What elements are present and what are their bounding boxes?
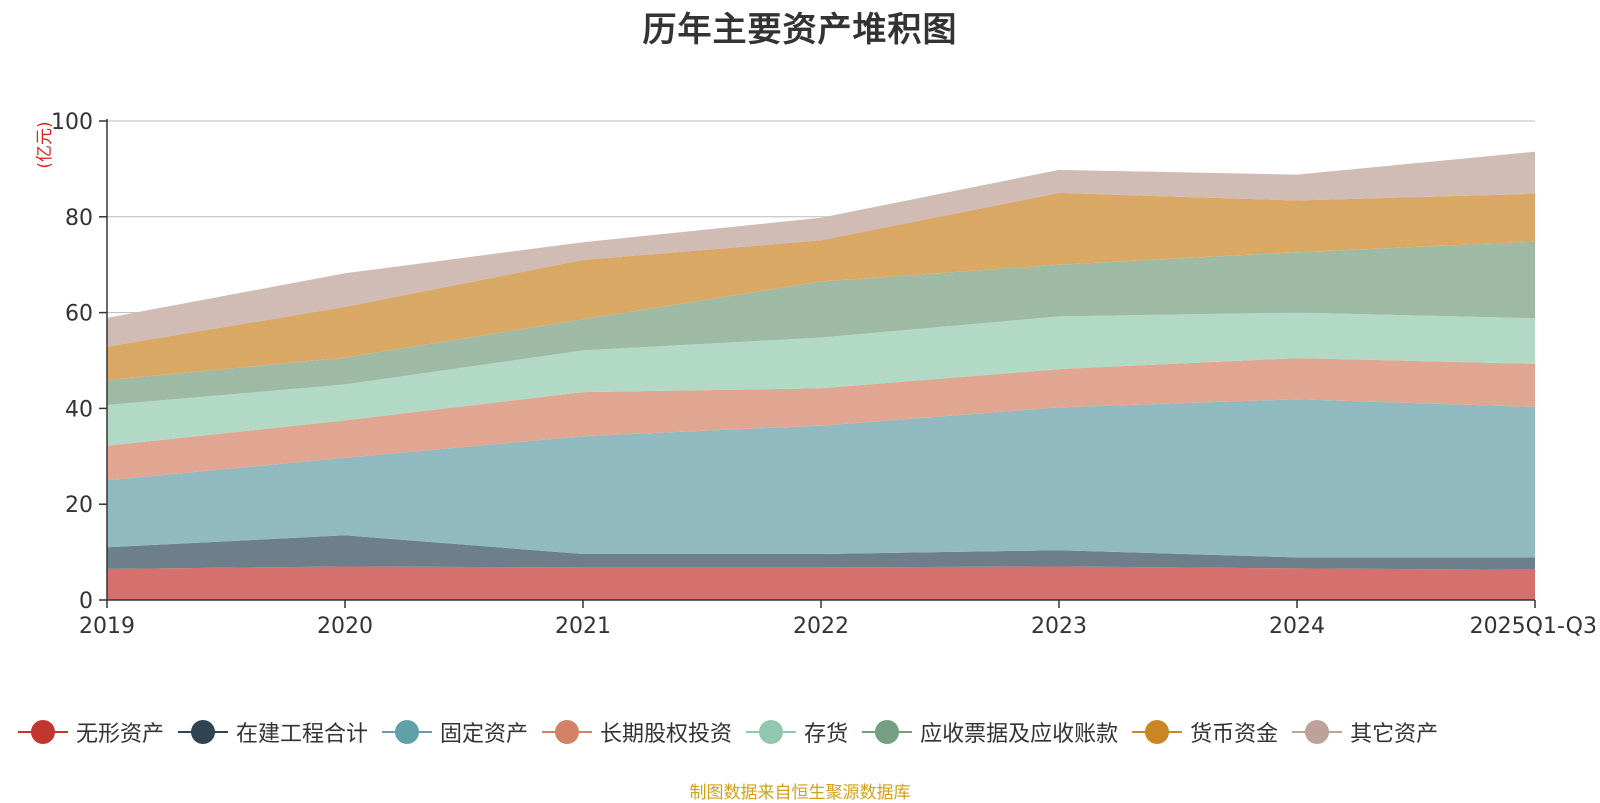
legend-marker-icon — [746, 719, 797, 745]
area-series-6 — [107, 192, 1535, 381]
legend-marker-icon — [862, 719, 913, 745]
area-series-0 — [107, 566, 1535, 600]
legend-label: 应收票据及应收账款 — [920, 722, 1119, 747]
legend-marker-icon — [382, 719, 433, 745]
legend-marker-icon — [1292, 719, 1343, 745]
data-source-note: 制图数据来自恒生聚源数据库 — [689, 783, 911, 803]
legend-label: 货币资金 — [1190, 722, 1279, 747]
y-tick-label: 80 — [65, 206, 93, 231]
area-series-3 — [107, 358, 1535, 481]
x-tick-label: 2021 — [555, 614, 611, 639]
area-series-layer — [107, 151, 1535, 600]
legend-marker-icon — [178, 719, 229, 745]
axes: 0 20 40 60 80 100 2019 2020 2021 2022 2023 2024 2025… — [51, 110, 1597, 639]
legend-item[interactable]: 长期股权投资 — [542, 716, 732, 748]
legend-label: 无形资产 — [76, 722, 165, 747]
legend-item[interactable]: 固定资产 — [382, 716, 528, 748]
area-series-2 — [107, 399, 1535, 558]
legend-marker-icon — [1132, 719, 1183, 745]
legend-label: 长期股权投资 — [600, 722, 733, 747]
y-tick-label: 60 — [65, 302, 93, 327]
y-tick-label: 20 — [65, 493, 93, 518]
x-tick-label: 2020 — [317, 614, 373, 639]
legend-item[interactable]: 在建工程合计 — [178, 716, 368, 748]
area-series-7 — [107, 151, 1535, 347]
legend-marker-icon — [542, 719, 593, 745]
legend-label: 其它资产 — [1350, 722, 1439, 747]
chart-title: 历年主要资产堆积图 — [642, 10, 958, 50]
x-tick-label: 2023 — [1031, 614, 1087, 639]
area-series-4 — [107, 312, 1535, 446]
legend-item[interactable]: 货币资金 — [1132, 716, 1278, 748]
legend-label: 在建工程合计 — [236, 722, 369, 747]
legend-item[interactable]: 应收票据及应收账款 — [862, 716, 1118, 748]
legend-item[interactable]: 其它资产 — [1292, 716, 1438, 748]
legend-marker-icon — [18, 719, 68, 745]
area-series-1 — [107, 535, 1535, 570]
x-tick-label: 2025Q1-Q3 — [1470, 614, 1597, 639]
y-tick-label: 0 — [79, 589, 93, 614]
chart-legend: 无形资产 在建工程合计 固定资产 长期股权投资 存货 应收票据及应收账款 货币资金 其它资产 — [18, 716, 1452, 748]
x-tick-label: 2019 — [79, 614, 135, 639]
legend-item[interactable]: 存货 — [746, 716, 848, 748]
legend-item[interactable]: 无形资产 — [18, 716, 164, 748]
x-tick-label: 2024 — [1269, 614, 1325, 639]
y-tick-label: 40 — [65, 397, 93, 422]
legend-label: 存货 — [804, 722, 849, 747]
y-axis-unit-label: (亿元) — [35, 121, 55, 168]
stacked-area-chart: 0 20 40 60 80 100 2019 2020 2021 2022 2023 2024 2025… — [35, 110, 1597, 639]
legend-label: 固定资产 — [440, 722, 529, 747]
x-tick-label: 2022 — [793, 614, 849, 639]
y-tick-label: 100 — [51, 110, 93, 135]
area-series-5 — [107, 241, 1535, 405]
